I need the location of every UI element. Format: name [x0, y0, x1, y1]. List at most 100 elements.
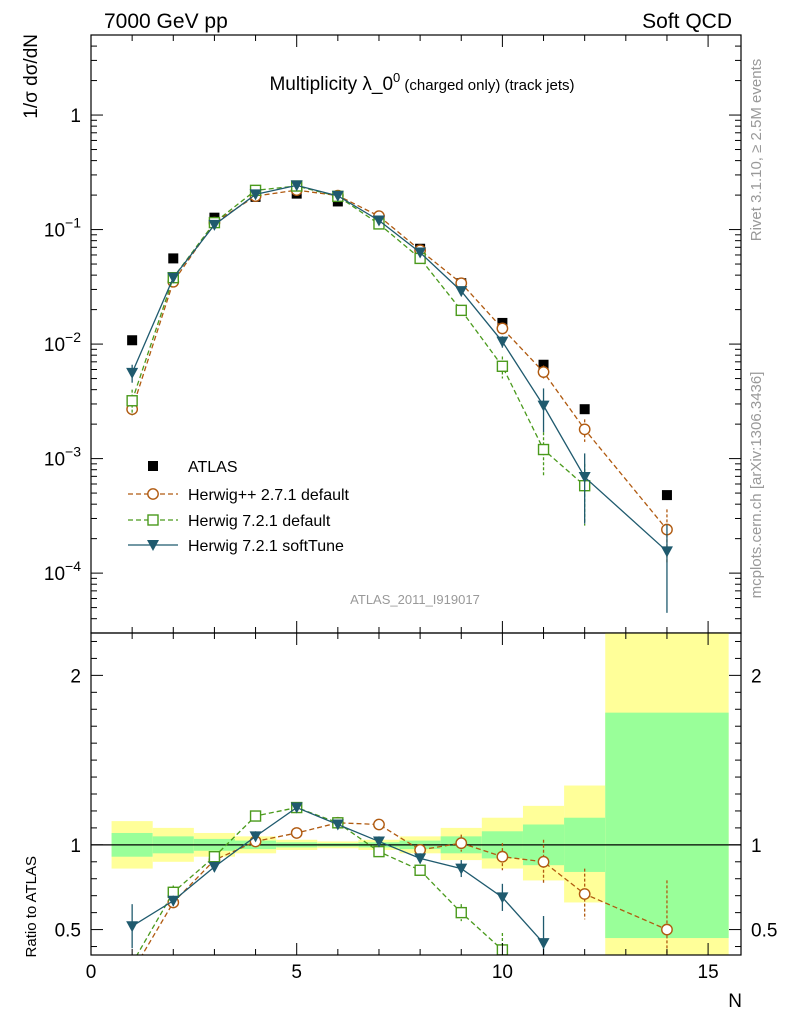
- main-panel: 110−110−210−310−4: [44, 34, 742, 634]
- y-tick-label: 10−4: [44, 558, 81, 585]
- ratio-point-herwigpp: [127, 967, 137, 977]
- x-tick-label: 5: [291, 962, 302, 983]
- ratio-point-softtune: [331, 819, 344, 831]
- main-point-softtune: [496, 336, 509, 348]
- y-tick-label: 10−3: [44, 444, 81, 471]
- y-tick-label-base: 10: [44, 564, 65, 585]
- y-tick-label-base: 10: [44, 450, 65, 471]
- ratio-point-herwigpp: [661, 923, 673, 936]
- ratio-point-herwigpp: [455, 837, 468, 850]
- main-point-herwigpp: [578, 423, 591, 436]
- main-point-atlas: [579, 404, 590, 415]
- main-point-softtune: [660, 546, 673, 558]
- legend-label-softtune: Herwig 7.2.1 softTune: [188, 538, 344, 555]
- y-tick-label: 1: [70, 106, 81, 127]
- y-tick-label-base: 1: [70, 106, 81, 127]
- main-point-softtune: [537, 400, 550, 412]
- main-title-text: Multiplicity λ_0: [269, 74, 393, 95]
- ratio-series-herwig721: [127, 801, 509, 968]
- legend-label-herwig721: Herwig 7.2.1 default: [188, 513, 331, 530]
- main-ylabel: 1/σ dσ/dN: [21, 34, 42, 119]
- ratio-point-herwig721: [414, 864, 426, 876]
- main-point-softtune: [414, 247, 427, 259]
- main-point-atlas: [538, 359, 549, 370]
- y-tick-label-exp: −4: [65, 558, 81, 574]
- ratio-y-tick-label-right: 2: [751, 666, 762, 687]
- ratio-point-softtune: [537, 938, 550, 950]
- watermark: ATLAS_2011_I919017: [350, 592, 480, 607]
- ratio-line-herwig721: [136, 806, 503, 955]
- ratio-point-herwig721: [208, 851, 221, 863]
- main-point-softtune: [208, 219, 221, 231]
- main-title-sup: 0: [393, 70, 400, 85]
- ratio-point-softtune: [249, 831, 262, 843]
- ratio-y-tick-label-right: 1: [751, 836, 762, 857]
- main-title-suffix: (charged only) (track jets): [400, 77, 574, 94]
- ratio-point-softtune: [126, 921, 139, 933]
- ratio-point-softtune: [414, 853, 427, 865]
- main-point-softtune: [331, 190, 344, 202]
- main-series-softtune: [126, 180, 673, 613]
- legend-item-atlas: ATLAS: [148, 459, 238, 476]
- ratio-point-herwigpp: [496, 850, 509, 863]
- main-point-softtune: [290, 180, 303, 192]
- legend-item-softtune: Herwig 7.2.1 softTune: [128, 538, 344, 555]
- ratio-point-softtune: [167, 895, 180, 907]
- y-tick-label-base: 10: [44, 221, 65, 242]
- ratio-point-herwig721: [127, 958, 137, 968]
- ratio-point-herwig721: [249, 810, 262, 822]
- main-point-herwigpp: [496, 322, 509, 335]
- ratio-point-herwig721: [373, 845, 385, 858]
- main-line-herwig721: [131, 185, 586, 487]
- main-point-softtune: [455, 286, 468, 298]
- main-series-atlas: [127, 188, 672, 501]
- ratio-ylabel: Ratio to ATLAS: [23, 856, 40, 957]
- main-title: Multiplicity λ_00 (charged only) (track …: [269, 70, 574, 95]
- y-tick-label: 10−2: [44, 329, 81, 356]
- main-point-softtune: [578, 472, 591, 484]
- ratio-point-herwigpp: [373, 818, 385, 831]
- main-point-herwig721: [455, 304, 467, 317]
- ratio-y-tick-label-right: 0.5: [751, 921, 777, 942]
- x-tick-label: 10: [492, 962, 513, 983]
- main-point-herwig721: [496, 360, 509, 372]
- x-tick-label: 15: [698, 962, 719, 983]
- ratio-y-tick-label-left: 2: [70, 666, 81, 687]
- main-point-softtune: [372, 215, 385, 227]
- ratio-panel: 0 5 10 15 0.5 0.5 1 1 2 2: [55, 632, 777, 983]
- y-tick-label: 10−1: [44, 215, 81, 242]
- main-point-herwig721: [126, 395, 138, 407]
- ratio-point-herwigpp: [290, 827, 303, 839]
- ratio-y-tick-label-left: 0.5: [55, 921, 81, 942]
- header-left: 7000 GeV pp: [104, 10, 228, 33]
- main-point-softtune: [249, 189, 262, 201]
- legend-label-herwigpp: Herwig++ 2.7.1 default: [188, 487, 350, 504]
- legend-marker-softtune: [147, 540, 159, 551]
- header-right: Soft QCD: [642, 10, 732, 33]
- ratio-point-herwigpp: [537, 855, 550, 868]
- main-point-atlas: [661, 490, 672, 501]
- ratio-point-herwigpp: [578, 888, 591, 900]
- ratio-point-softtune: [372, 836, 385, 848]
- legend-item-herwig721: Herwig 7.2.1 default: [128, 513, 331, 530]
- mcplots-label: mcplots.cern.ch [arXiv:1306.3436]: [748, 372, 765, 599]
- ratio-bands: [111, 633, 729, 955]
- legend-marker-herwigpp: [147, 488, 159, 500]
- legend: ATLAS Herwig++ 2.7.1 default Herwig 7.2.1 …: [128, 459, 350, 555]
- y-tick-label-exp: −2: [65, 329, 81, 345]
- y-tick-label-exp: −3: [65, 444, 81, 460]
- y-tick-label-exp: −1: [65, 215, 81, 231]
- ratio-point-softtune: [208, 861, 221, 873]
- ratio-point-herwig721: [455, 906, 467, 919]
- main-point-softtune: [167, 272, 180, 284]
- main-point-softtune: [126, 367, 139, 379]
- band-inner-12: [605, 712, 729, 939]
- ratio-point-softtune: [455, 863, 468, 875]
- legend-label-atlas: ATLAS: [188, 459, 238, 476]
- x-axis-label: N: [728, 991, 742, 1012]
- legend-item-herwigpp: Herwig++ 2.7.1 default: [128, 487, 350, 504]
- legend-marker-herwig721: [147, 514, 159, 526]
- main-point-atlas: [168, 253, 179, 264]
- ratio-point-softtune: [496, 892, 509, 904]
